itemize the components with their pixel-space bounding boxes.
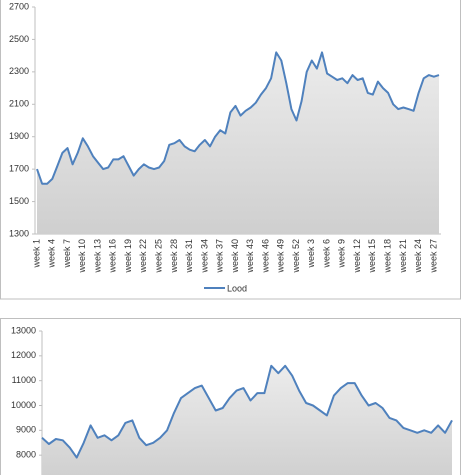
x-tick-label: week 19	[123, 239, 133, 274]
y-tick-label: 9000	[16, 425, 36, 435]
x-tick-label: week 15	[367, 239, 377, 274]
x-tick-label: week 40	[230, 239, 240, 274]
y-tick-label: 1900	[9, 131, 29, 141]
y-tick-label: 13000	[11, 325, 36, 335]
x-tick-label: week 43	[245, 239, 255, 274]
x-tick-label: week 3	[306, 239, 316, 269]
x-tick-label: week 22	[138, 239, 148, 274]
line	[41, 364, 453, 459]
x-tick-label: week 13	[92, 239, 102, 274]
y-tick-label: 10000	[11, 400, 36, 410]
x-tick-label: week 52	[291, 239, 301, 274]
x-tick-label: week 4	[47, 239, 57, 269]
x-tick-label: week 49	[276, 239, 286, 274]
x-tick-label: week 16	[108, 239, 118, 274]
x-tick-label: week 37	[215, 239, 225, 274]
y-tick-label: 12000	[11, 350, 36, 360]
x-tick-label: week 7	[62, 239, 72, 269]
area	[37, 52, 439, 235]
area	[42, 365, 452, 475]
x-tick-label: week 9	[337, 239, 347, 269]
legend-label: Lood	[227, 283, 247, 293]
y-tick-label: 1700	[9, 164, 29, 174]
y-tick-label: 8000	[16, 450, 36, 460]
x-tick-label: week 27	[428, 239, 438, 274]
x-tick-label: week 34	[199, 239, 209, 274]
x-tick-label: week 12	[352, 239, 362, 274]
x-tick-label: week 46	[260, 239, 270, 274]
y-tick-label: 2100	[9, 99, 29, 109]
x-tick-label: week 1	[31, 239, 41, 269]
x-tick-label: week 21	[398, 239, 408, 274]
y-tick-label: 2500	[9, 34, 29, 44]
x-tick-label: week 10	[77, 239, 87, 274]
x-tick-label: week 6	[321, 239, 331, 269]
y-tick-label: 2700	[9, 1, 29, 11]
x-tick-label: week 18	[382, 239, 392, 274]
y-tick-label: 2300	[9, 66, 29, 76]
x-tick-label: week 24	[413, 239, 423, 274]
x-tick-label: week 28	[169, 239, 179, 274]
y-tick-label: 1500	[9, 196, 29, 206]
y-tick-label: 1300	[9, 228, 29, 238]
y-tick-label: 11000	[12, 375, 36, 385]
x-tick-label: week 31	[184, 239, 194, 274]
x-tick-label: week 25	[154, 239, 164, 274]
line	[36, 51, 440, 185]
